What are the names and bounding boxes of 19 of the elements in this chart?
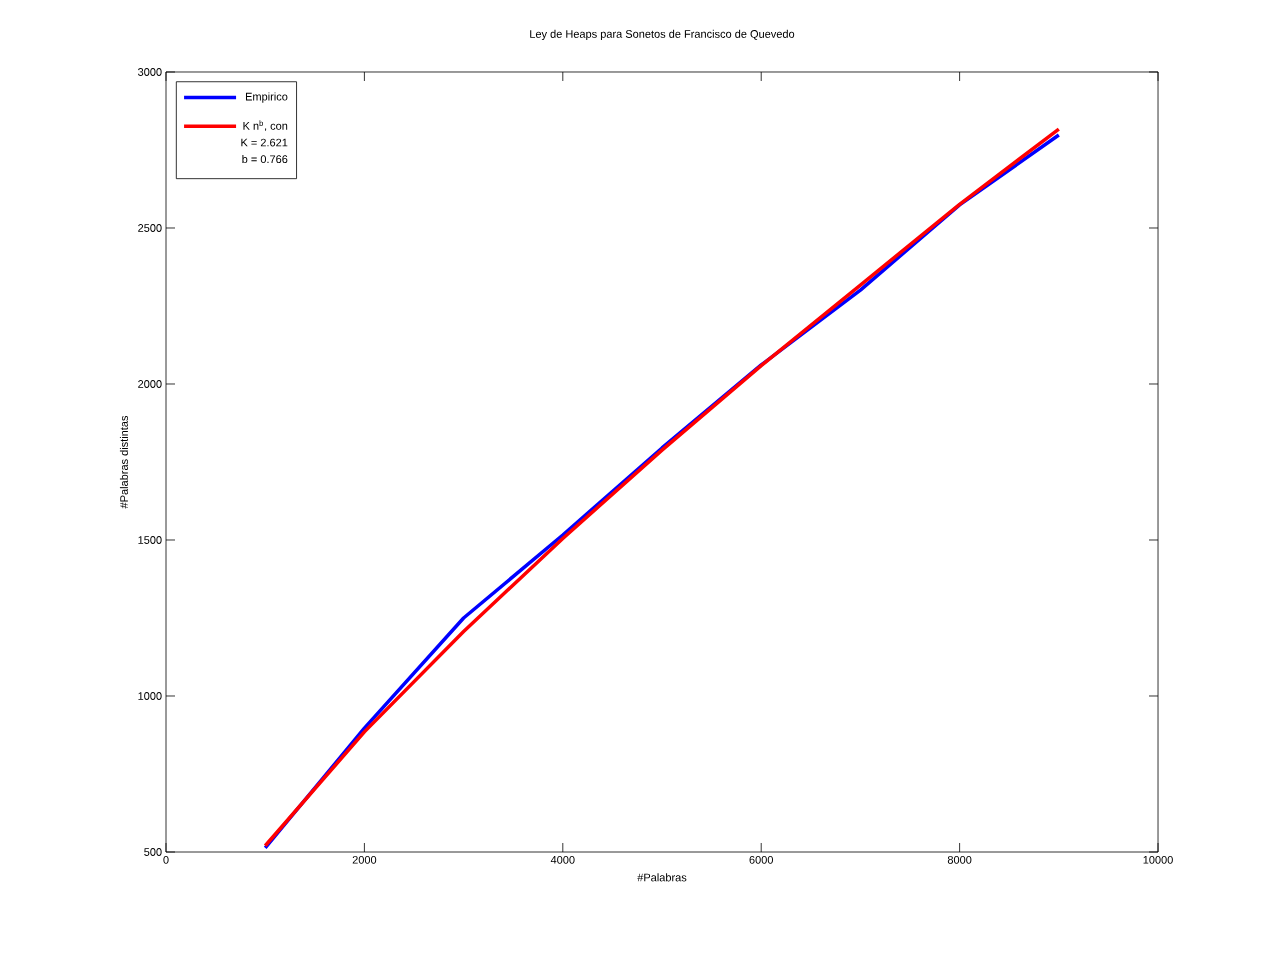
y-tick-label: 1000 bbox=[138, 692, 162, 700]
y-tick-label: 1500 bbox=[138, 536, 162, 544]
x-tick-label: 4000 bbox=[550, 855, 575, 864]
y-axis-title: #Palabras distintas bbox=[119, 415, 128, 509]
legend-label: Empirico bbox=[245, 92, 288, 103]
annotation: K = 2.621 bbox=[241, 138, 288, 147]
x-tick-label: 2000 bbox=[352, 855, 377, 864]
x-tick-label: 10000 bbox=[1143, 855, 1173, 864]
annotation: b = 0.766 bbox=[242, 155, 288, 164]
y-tick-label: 3000 bbox=[138, 68, 162, 76]
x-tick-label: 8000 bbox=[947, 855, 972, 864]
x-axis-title: #Palabras bbox=[637, 873, 687, 882]
x-tick-label: 6000 bbox=[749, 855, 774, 864]
y-tick-label: 500 bbox=[144, 848, 162, 856]
y-tick-label: 2500 bbox=[138, 224, 162, 232]
chart-title: Ley de Heaps para Sonetos de Francisco de Quevedo bbox=[530, 29, 795, 41]
x-tick-label: 0 bbox=[163, 855, 169, 864]
y-tick-label: 2000 bbox=[138, 380, 162, 388]
legend-label: K n$^{b}$, con bbox=[243, 120, 288, 132]
